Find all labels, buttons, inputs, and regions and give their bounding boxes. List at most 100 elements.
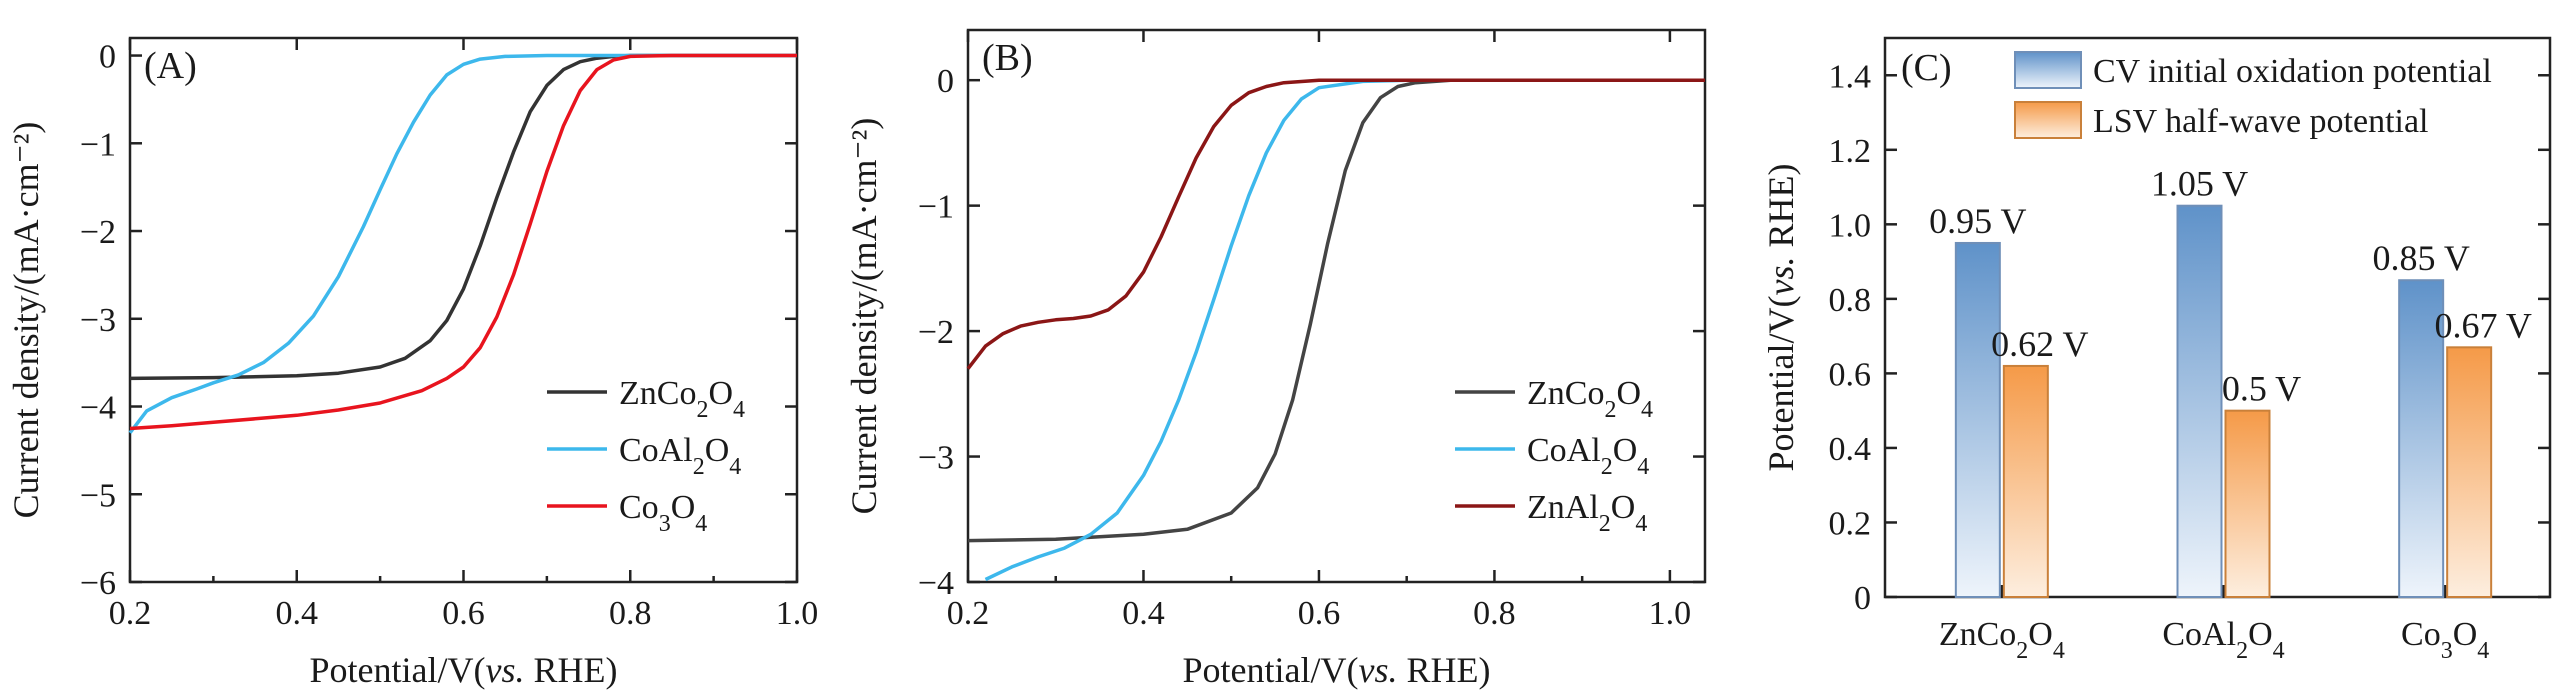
- bar: [2398, 279, 2445, 598]
- x-tick-label: 0.4: [276, 595, 319, 632]
- legend-label: LSV half-wave potential: [2093, 103, 2429, 140]
- legend-label-sub: 2: [1601, 454, 1613, 480]
- x-category-label: ZnCo2O4: [1939, 616, 2065, 664]
- legend-label: ZnCo2O4: [619, 375, 745, 423]
- legend-label-sub: 2: [1604, 397, 1616, 423]
- legend-label-sub: 3: [659, 511, 671, 537]
- y-tick-label: 0: [937, 63, 954, 100]
- y-tick-label: −2: [80, 214, 116, 251]
- x-category-label-part: O: [2248, 616, 2273, 653]
- y-tick-label: −6: [80, 565, 116, 602]
- series-line: [129, 53, 797, 381]
- x-category-label-part: Zn: [1939, 616, 1977, 653]
- y-axis-label-part: RHE): [1761, 164, 1801, 257]
- y-tick-label: −3: [80, 302, 116, 339]
- legend-label: CoAl2O4: [619, 432, 741, 480]
- y-tick-label: −4: [918, 565, 954, 602]
- x-category-label-part: O: [2453, 616, 2478, 653]
- panel-label: (C): [1901, 47, 1952, 89]
- x-axis-label: Potential/V(vs. RHE): [1183, 650, 1491, 690]
- bar-data-label: 1.05 V: [2151, 164, 2248, 204]
- legend-label-part: Zn: [1527, 375, 1565, 412]
- x-category-label: CoAl2O4: [2162, 616, 2284, 664]
- x-category-label: Co3O4: [2401, 616, 2489, 664]
- legend-label-part: O: [1616, 375, 1641, 412]
- x-axis-label: Potential/V(vs. RHE): [310, 650, 618, 690]
- bar: [2446, 346, 2493, 598]
- y-tick-label: 0: [1854, 580, 1871, 617]
- series-line: [967, 78, 1705, 543]
- panel-b: 0.2 0.4 0.6 0.8 1.00−1−2−3−4ZnCo2O4CoAl2O4Zn…: [844, 28, 1707, 690]
- legend-label-part: Co: [619, 489, 659, 526]
- bar: [2176, 204, 2223, 598]
- y-tick-label: 0.4: [1829, 431, 1872, 468]
- series-line: [984, 78, 1705, 582]
- x-axis-label-part: RHE): [524, 650, 617, 690]
- panel-a: 0.2 0.4 0.6 0.8 1.00−1−2−3−4−5−6ZnCo2O4CoAl2…: [6, 36, 818, 690]
- bar-data-label: 0.5 V: [2222, 369, 2301, 409]
- bar: [1954, 241, 2001, 598]
- x-tick-label: 0.6: [1298, 595, 1341, 632]
- panel-label: (B): [982, 37, 1033, 79]
- bar-data-label: 0.62 V: [1991, 324, 2088, 364]
- legend-label-part: Co: [657, 375, 697, 412]
- legend-label-part: ZnAl: [1527, 489, 1599, 526]
- legend-label-sub: 2: [1599, 511, 1611, 537]
- x-category-label-part: Co: [2401, 616, 2441, 653]
- panel-label: (A): [144, 45, 197, 87]
- x-axis-label-part: Potential/V(: [1183, 650, 1359, 690]
- bar: [2224, 409, 2271, 598]
- y-axis-label: Potential/V(vs. RHE): [1761, 164, 1801, 472]
- x-axis-label-part: vs.: [1358, 650, 1397, 690]
- y-tick-label: −3: [918, 440, 954, 477]
- x-tick-label: 0.2: [109, 595, 152, 632]
- y-tick-label: −4: [80, 390, 116, 427]
- y-axis-label: Current density/(mA·cm⁻²): [844, 118, 884, 515]
- legend-label-sub: 4: [1641, 397, 1653, 423]
- legend-label: ZnCo2O4: [1527, 375, 1653, 423]
- legend-label-part: O: [708, 375, 733, 412]
- legend-label-part: Zn: [619, 375, 657, 412]
- y-axis-label: Current density/(mA·cm⁻²): [6, 122, 46, 519]
- legend-label: CoAl2O4: [1527, 432, 1649, 480]
- y-tick-label: 0.6: [1829, 356, 1872, 393]
- y-tick-label: −1: [918, 189, 954, 226]
- y-tick-label: 1.0: [1829, 207, 1872, 244]
- x-category-label-part: CoAl: [2162, 616, 2236, 653]
- y-tick-label: −1: [80, 126, 116, 163]
- x-category-label-sub: 4: [2477, 638, 2489, 664]
- x-axis-label-part: Potential/V(: [310, 650, 486, 690]
- legend-label-sub: 4: [729, 454, 741, 480]
- x-category-label-sub: 2: [2016, 638, 2028, 664]
- legend-swatch: [2014, 101, 2082, 139]
- y-tick-label: −5: [80, 477, 116, 514]
- legend-label: ZnAl2O4: [1527, 489, 1647, 537]
- x-tick-label: 1.0: [1649, 595, 1692, 632]
- plot-frame: [128, 36, 799, 584]
- y-tick-label: 0.2: [1829, 505, 1872, 542]
- legend-label-part: CoAl: [619, 432, 693, 469]
- legend-label-part: O: [705, 432, 730, 469]
- x-tick-label: 0.6: [442, 595, 485, 632]
- y-tick-label: 0: [99, 39, 116, 76]
- bar-data-label: 0.67 V: [2434, 305, 2531, 345]
- plot-frame: [966, 28, 1707, 584]
- bar-data-label: 0.85 V: [2372, 238, 2469, 278]
- y-tick-label: 1.4: [1829, 58, 1872, 95]
- legend-label: CV initial oxidation potential: [2093, 53, 2492, 90]
- series-line: [966, 78, 1705, 370]
- x-category-label-sub: 3: [2441, 638, 2453, 664]
- bar: [2002, 364, 2049, 598]
- legend-label-part: O: [671, 489, 696, 526]
- series-line: [128, 53, 797, 434]
- legend-label-sub: 4: [1635, 511, 1647, 537]
- bar-data-label: 0.95 V: [1929, 201, 2026, 241]
- legend-label-part: CoAl: [1527, 432, 1601, 469]
- y-axis-label-part: Potential/V(: [1761, 296, 1801, 472]
- legend-label-sub: 4: [733, 397, 745, 423]
- legend-label-part: O: [1611, 489, 1636, 526]
- x-tick-label: 0.2: [947, 595, 990, 632]
- legend-label-sub: 4: [695, 511, 707, 537]
